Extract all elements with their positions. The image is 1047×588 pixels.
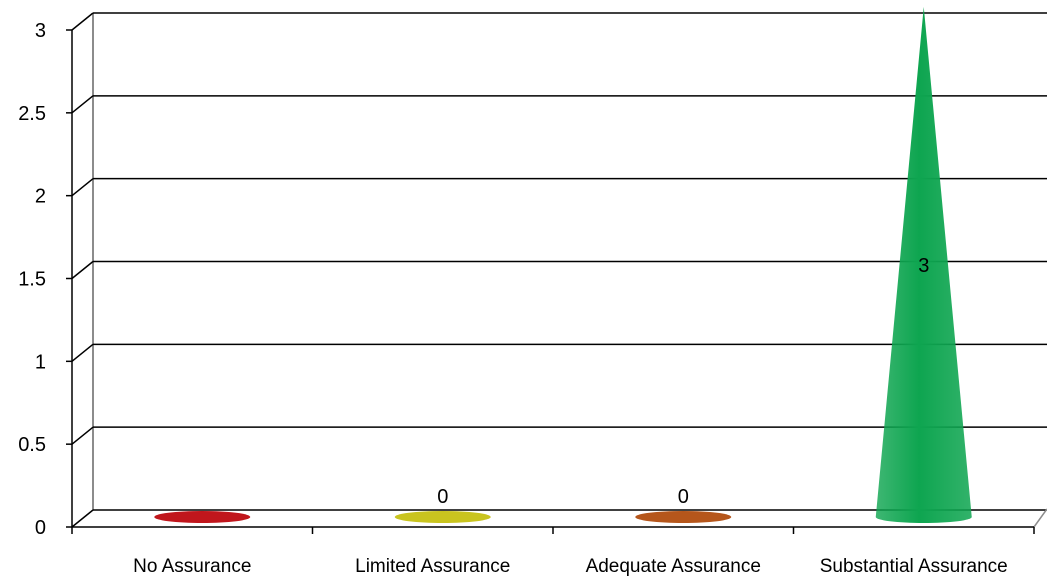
cone-3 [635, 511, 732, 523]
gridline-diagonal [71, 343, 94, 362]
data-label: 3 [918, 255, 929, 277]
cone-1 [154, 511, 251, 523]
y-tick-label: 1 [35, 351, 46, 373]
cone-4 [875, 7, 972, 523]
gridline-diagonal [71, 426, 94, 445]
x-tick-label: Adequate Assurance [586, 556, 761, 577]
y-tick-label: 3 [35, 20, 46, 42]
data-labels: 0 0 3 [437, 255, 929, 508]
y-tick-label: 0 [35, 517, 46, 539]
y-tick-label: 2 [35, 186, 46, 208]
floor-right-edge [1033, 508, 1047, 528]
x-tick-label: Limited Assurance [355, 556, 510, 577]
x-tick-label: No Assurance [133, 556, 251, 577]
y-tick-label: 0.5 [18, 434, 46, 456]
gridline-diagonal [71, 260, 94, 280]
cone-series [154, 7, 972, 523]
cone-2 [394, 511, 491, 523]
gridline-diagonal [71, 178, 94, 197]
gridlines [71, 12, 1047, 445]
data-label: 0 [678, 486, 689, 508]
x-axis-ticks: No Assurance Limited Assurance Adequate As… [71, 527, 1035, 577]
gridline-diagonal [71, 12, 94, 31]
y-tick-label: 1.5 [18, 269, 46, 291]
y-tick-label: 2.5 [18, 103, 46, 125]
y-axis-ticks: 0 0.5 1 1.5 2 2.5 3 [18, 20, 72, 539]
floor-left-edge [71, 509, 94, 528]
data-label: 0 [437, 486, 448, 508]
x-tick-label: Substantial Assurance [820, 556, 1008, 577]
gridline-diagonal [71, 95, 94, 114]
